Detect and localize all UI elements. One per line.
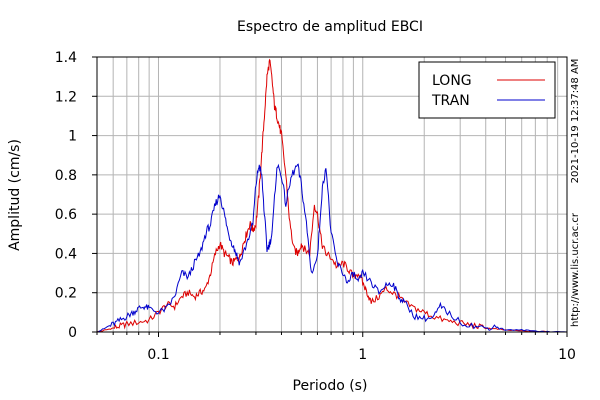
source-url-text: http://www.lis.ucr.ac.cr [570,212,581,327]
legend-label-long: LONG [432,73,472,89]
grid-lines [96,57,568,332]
y-tick-label: 0.6 [55,207,77,223]
y-tick-label: 1 [68,129,77,145]
plot-area-frame [96,56,568,333]
series-layer [96,58,568,333]
timestamp-text: 2021-10-19 12:37:48 AM [570,59,581,184]
axes: 0 0.2 0.4 0.6 0.8 1 1.2 1.4 0.1 1 10 [55,50,576,363]
x-tick-label: 0.1 [147,347,169,363]
x-tick-label: 10 [558,347,576,363]
chart-title: Espectro de amplitud EBCI [237,19,423,35]
legend-box [418,61,556,119]
series-line-long [96,58,567,333]
legend-label-tran: TRAN [431,93,470,109]
y-tick-label: 1.2 [55,89,77,105]
x-axis-label: Periodo (s) [293,378,368,394]
y-axis-label: Amplitud (cm/s) [7,139,23,251]
y-tick-label: 0.4 [55,246,77,262]
y-tick-label: 0 [68,325,77,341]
y-tick-label: 0.8 [55,168,77,184]
x-tick-label: 1 [358,347,367,363]
y-tick-label: 0.2 [55,286,77,302]
series-line-tran [96,163,568,333]
y-tick-label: 1.4 [55,50,77,66]
legend: LONG TRAN [418,61,556,119]
